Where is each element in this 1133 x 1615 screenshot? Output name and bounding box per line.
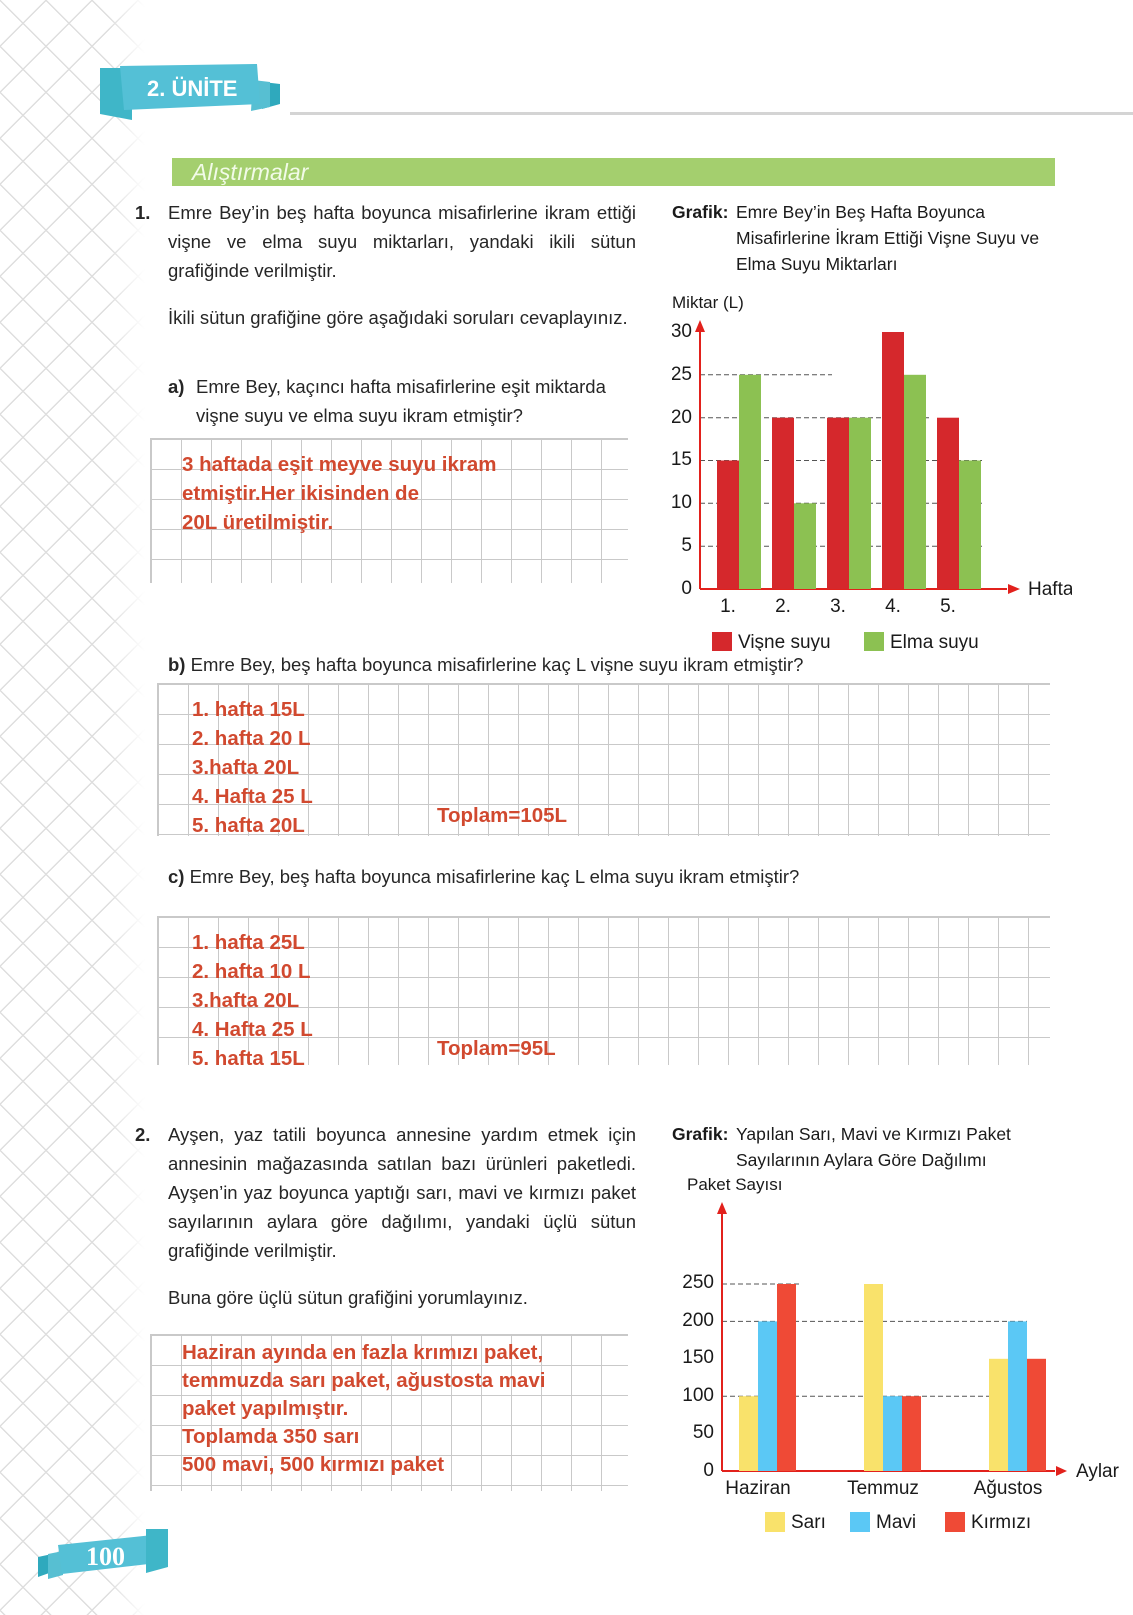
svg-text:0: 0 bbox=[703, 1460, 714, 1481]
svg-text:50: 50 bbox=[693, 1422, 714, 1443]
svg-text:Miktar (L): Miktar (L) bbox=[672, 296, 744, 312]
svg-text:2. ÜNİTE: 2. ÜNİTE bbox=[147, 76, 237, 101]
svg-text:150: 150 bbox=[682, 1347, 714, 1368]
svg-text:25: 25 bbox=[672, 364, 692, 385]
svg-text:2.: 2. bbox=[775, 596, 791, 617]
svg-text:3.: 3. bbox=[830, 596, 846, 617]
svg-text:5: 5 bbox=[681, 535, 692, 556]
svg-text:30: 30 bbox=[672, 321, 692, 342]
svg-text:0: 0 bbox=[681, 578, 692, 599]
svg-text:Mavi: Mavi bbox=[876, 1512, 916, 1533]
svg-text:Vişne suyu: Vişne suyu bbox=[738, 632, 831, 651]
svg-text:100: 100 bbox=[86, 1542, 125, 1571]
svg-text:100: 100 bbox=[682, 1385, 714, 1406]
svg-text:4.: 4. bbox=[885, 596, 901, 617]
svg-text:15: 15 bbox=[672, 449, 692, 470]
svg-text:250: 250 bbox=[682, 1272, 714, 1293]
svg-text:Kırmızı: Kırmızı bbox=[971, 1512, 1031, 1533]
svg-text:Aylar: Aylar bbox=[1076, 1461, 1120, 1482]
svg-text:Sarı: Sarı bbox=[791, 1512, 826, 1533]
svg-text:20: 20 bbox=[672, 407, 692, 428]
svg-text:Ağustos: Ağustos bbox=[974, 1478, 1043, 1499]
svg-text:Paket Sayısı: Paket Sayısı bbox=[687, 1175, 782, 1194]
svg-text:Haziran: Haziran bbox=[725, 1478, 790, 1499]
svg-text:Elma suyu: Elma suyu bbox=[890, 632, 979, 651]
svg-text:5.: 5. bbox=[940, 596, 956, 617]
svg-text:Temmuz: Temmuz bbox=[847, 1478, 919, 1499]
svg-text:200: 200 bbox=[682, 1310, 714, 1331]
svg-text:10: 10 bbox=[672, 492, 692, 513]
svg-text:Haftalar: Haftalar bbox=[1028, 579, 1072, 600]
svg-text:1.: 1. bbox=[720, 596, 736, 617]
